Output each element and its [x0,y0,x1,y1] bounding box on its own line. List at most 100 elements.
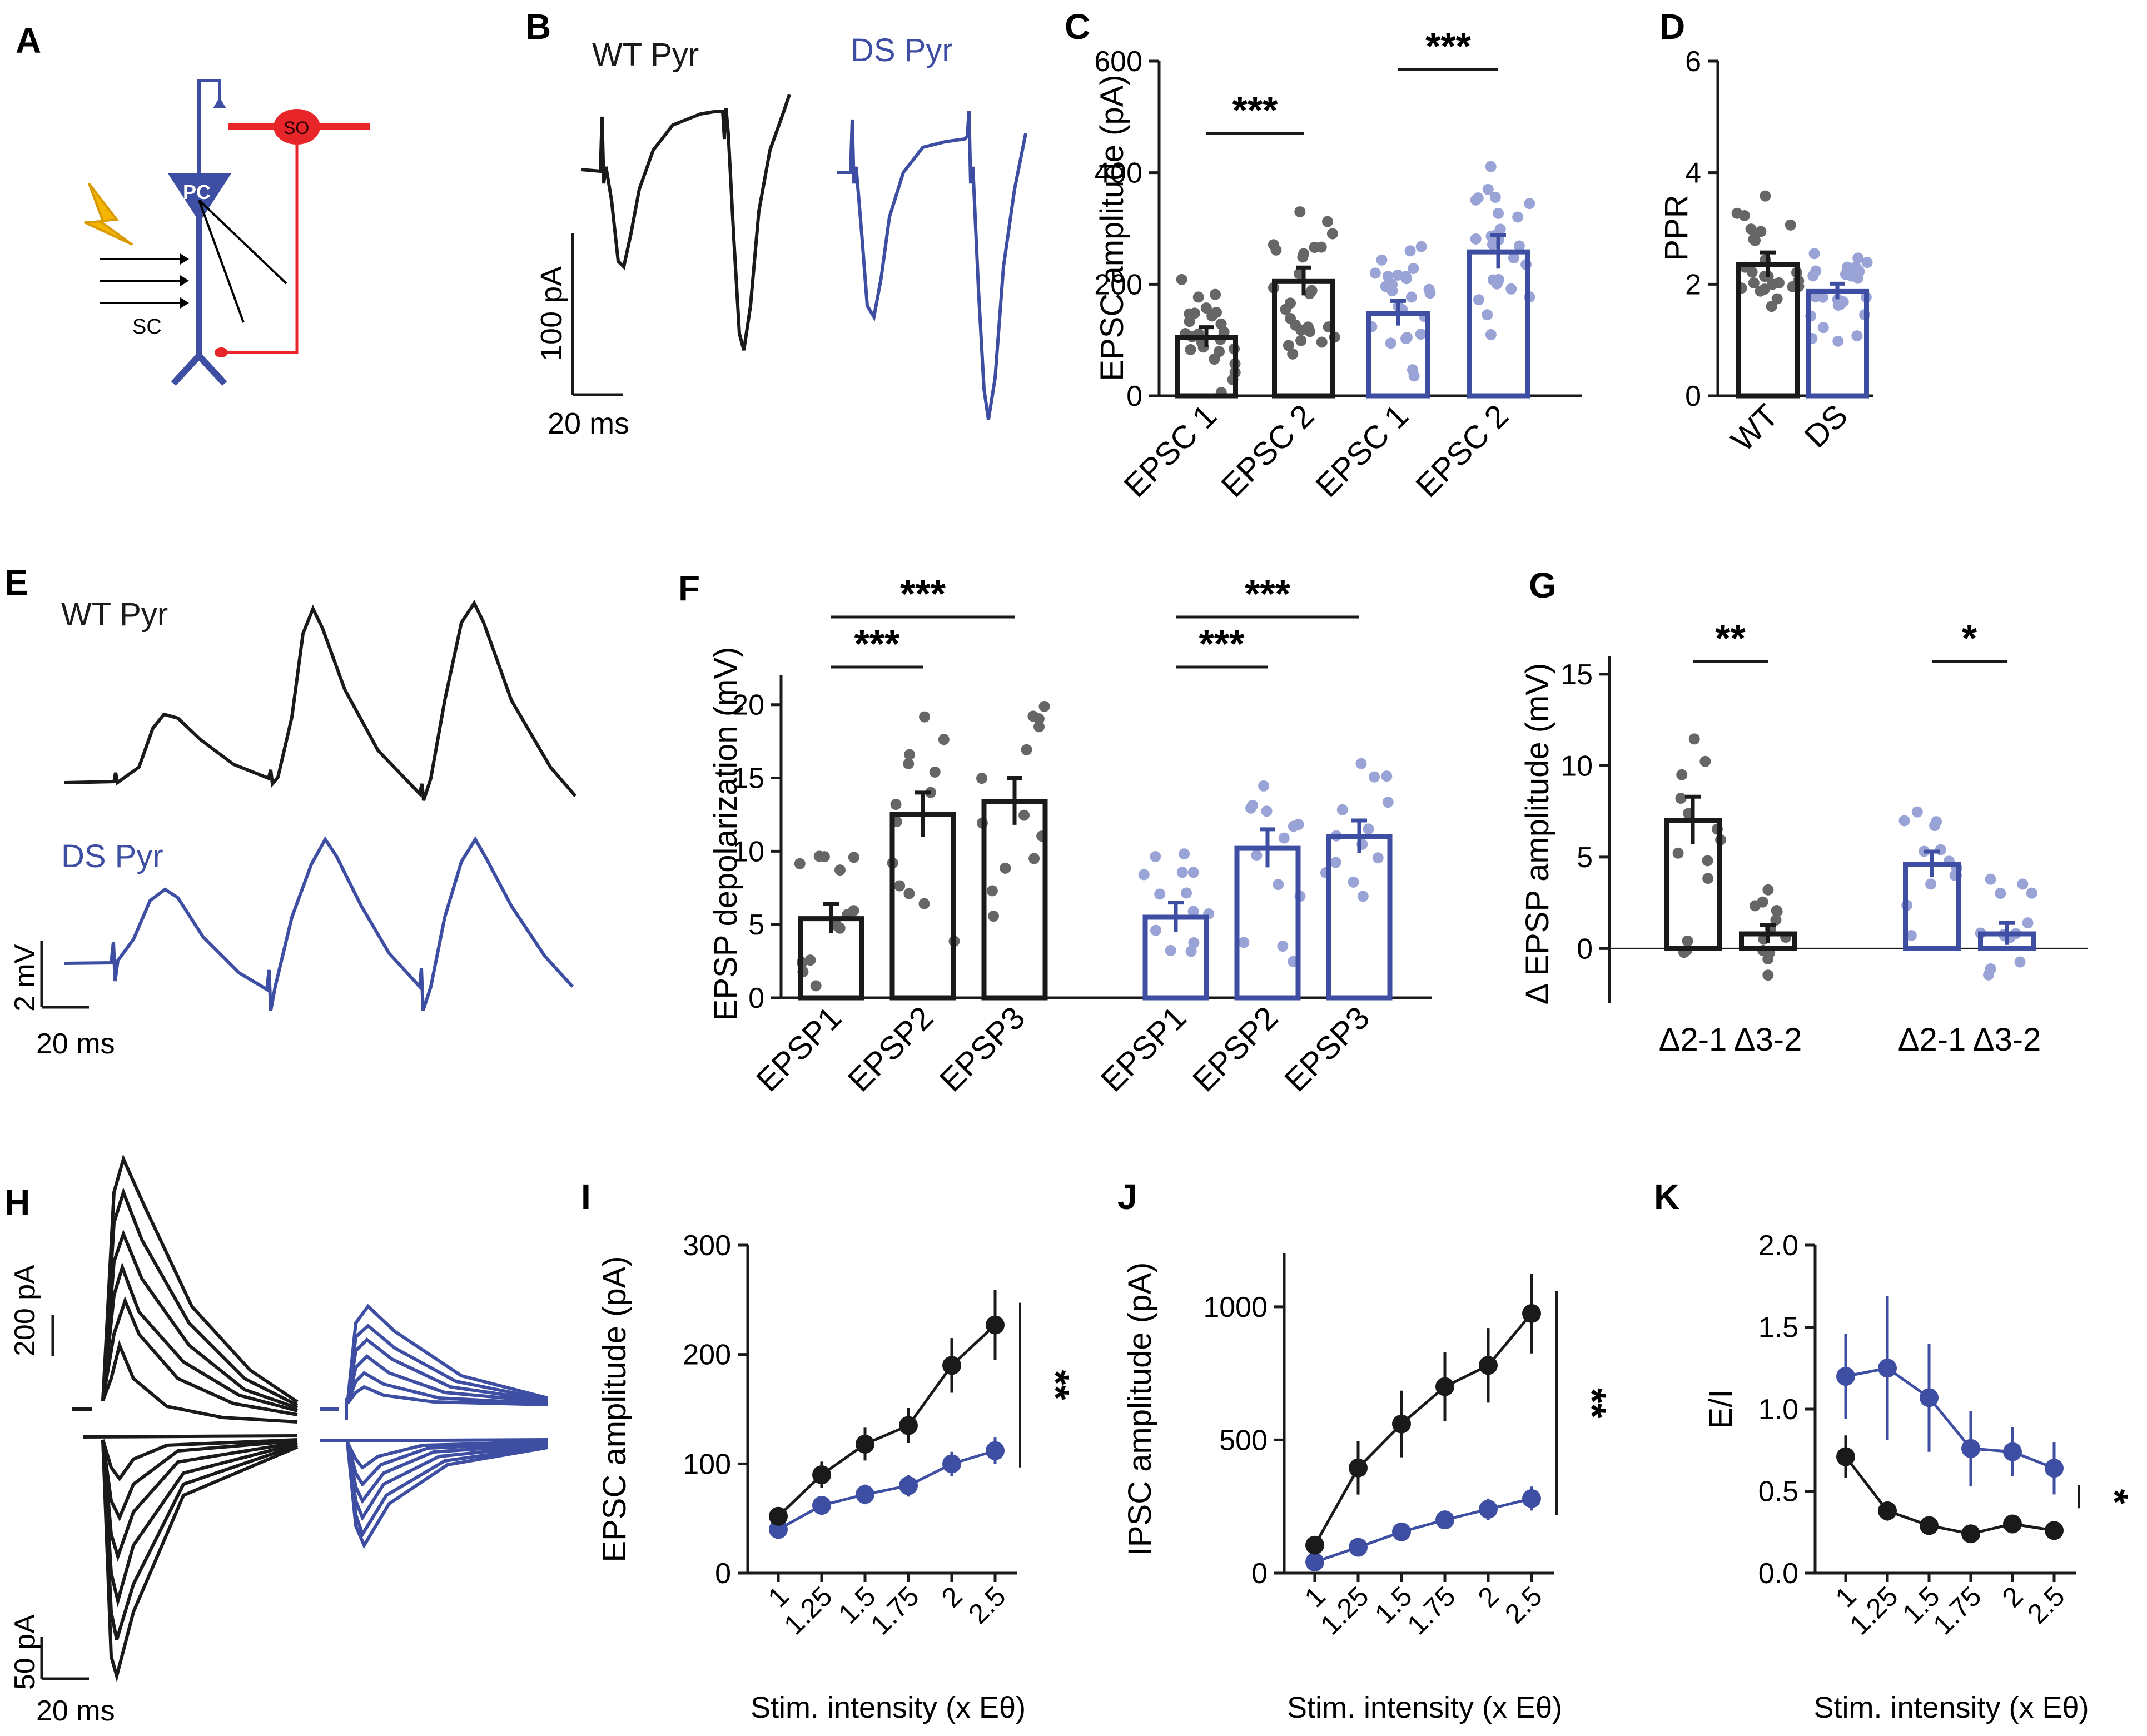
data-point [1408,263,1419,275]
data-point [1033,721,1045,733]
data-point [1138,869,1150,881]
y-tick-label: 500 [1219,1424,1268,1456]
data-point [1771,293,1783,305]
data-point [1150,850,1161,862]
data-point [1925,878,1937,890]
ds-epsc-trace [837,111,1027,420]
significance-stars: * [1962,616,1977,660]
chart-d-ppr: 0 2 4 6 PPR WT DS [1658,46,1873,459]
data-point [1861,257,1873,268]
data-point [929,766,941,778]
data-point [1766,301,1777,312]
panel-e-traces: WT Pyr DS Pyr 2 mV 20 ms [9,596,577,1060]
data-point [1415,241,1427,252]
data-point [1675,793,1687,804]
data-point [903,758,915,769]
data-point-wt [1920,1516,1939,1535]
data-point-ds [1479,1500,1498,1519]
data-point [1750,227,1762,239]
series-line-ds [777,1449,996,1531]
data-point [1852,252,1864,264]
data-point [1702,855,1713,867]
data-point-ds [1920,1388,1939,1407]
significance-stars: *** [1425,24,1471,68]
y-tick-label: 600 [1094,46,1142,78]
data-point-ds [986,1441,1005,1460]
data-point [919,711,931,723]
y-tick-label: 0 [715,1558,731,1590]
data-point [1363,823,1374,835]
data-point [1185,344,1196,355]
y-tick-label: 0 [1577,933,1593,965]
data-point [1187,867,1199,878]
panel-label-g: G [1529,565,1557,605]
data-point [1513,240,1525,252]
data-point [1316,336,1328,348]
bar [1366,311,1430,399]
category-label: Δ3-2 [1973,1022,2041,1058]
data-point [1206,310,1218,322]
data-point [1298,248,1310,260]
data-point [1382,797,1394,808]
y-axis-label: E/I [1703,1390,1739,1429]
data-point-wt [1349,1458,1368,1478]
panel-label-c: C [1065,7,1090,47]
data-point [1905,929,1917,941]
y-tick-label: 2 [1685,268,1701,301]
data-point [1188,937,1200,949]
data-point [1321,216,1333,227]
data-point [1406,291,1418,303]
data-point-ds [1836,1367,1855,1386]
x-axis-label: Stim. intensity (x Eθ) [1813,1691,2089,1724]
data-point [2014,956,2026,968]
data-point [1189,307,1200,319]
data-point [1929,820,1941,832]
data-point [1770,914,1782,926]
data-point [1832,299,1844,311]
data-point [1270,244,1282,256]
scale-y-label: 100 pA [535,266,568,361]
data-point [1184,316,1195,327]
panel-label-b: B [525,7,551,47]
y-tick-label: 15 [1560,659,1593,691]
y-tick-label: 0 [1251,1558,1268,1590]
y-axis-label: Δ EPSP amplitude (mV) [1519,663,1555,1005]
x-tick-label: 1.25 [1314,1580,1374,1640]
data-point [1273,879,1284,891]
data-point [1380,281,1391,292]
y-tick-label: 200 [683,1339,731,1371]
y-tick-label: 20 [732,689,764,722]
axon-terminal [213,97,226,108]
sc-arrowhead-2 [180,275,189,286]
data-point [804,954,816,966]
data-point [1278,832,1290,844]
data-point [1473,294,1485,306]
data-point-ds [1305,1552,1324,1571]
data-point [1200,302,1212,314]
data-point-ds [856,1485,874,1504]
chart-k-ei-ratio: 0.00.51.01.52.0E/I11.251.51.75 22.5Stim. … [1703,1230,2136,1724]
data-point [976,773,987,784]
data-point [1038,700,1050,712]
data-point [1326,228,1338,240]
category-label: EPSP2 [841,999,940,1098]
bar [1234,845,1301,1001]
data-point-ds [812,1496,831,1515]
data-point-wt [1479,1356,1498,1375]
x-tick-label: 1.75 [864,1580,925,1640]
x-axis-label: Stim. intensity (x Eθ) [751,1691,1026,1724]
data-point [1192,291,1204,303]
panel-label-f: F [678,568,700,608]
data-point [1508,252,1519,263]
data-point [1773,277,1785,288]
data-point [1415,328,1427,340]
data-point [986,885,998,897]
data-point [1369,267,1381,279]
category-label: EPSP2 [1186,999,1285,1098]
data-point [1021,744,1032,755]
x-tick-label: 1.25 [778,1580,838,1640]
data-point [1330,857,1341,868]
